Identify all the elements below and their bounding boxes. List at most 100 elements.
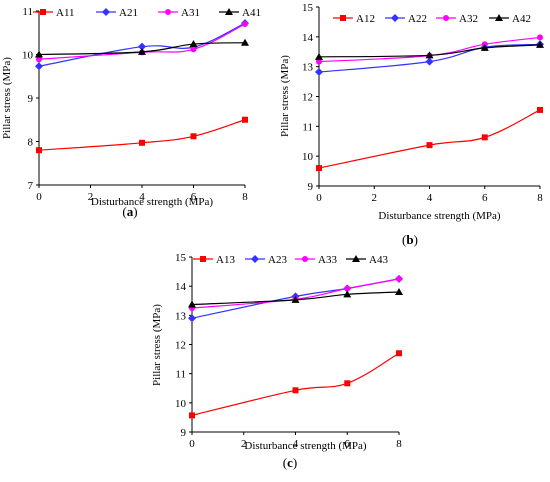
- series-line-A11: [38, 119, 246, 151]
- series-A42: [315, 40, 544, 60]
- x-tick-label: 2: [372, 192, 378, 204]
- series-line-A13: [191, 352, 400, 416]
- data-point-A41: [241, 38, 249, 46]
- data-point-A31: [242, 21, 248, 28]
- legend-entry-A21: A21: [96, 7, 138, 19]
- panel-label: (c): [283, 455, 297, 470]
- legend-entry-A31: A31: [158, 7, 200, 19]
- legend-label: A12: [356, 13, 375, 25]
- data-point-A42: [425, 51, 434, 59]
- y-tick-label: 15: [175, 252, 187, 264]
- series-A21: [35, 19, 249, 71]
- y-tick-label: 11: [175, 369, 186, 381]
- series-A31: [36, 21, 248, 63]
- y-axis-title: Pillar stress (MPa): [279, 55, 291, 137]
- data-point-A42: [315, 52, 323, 60]
- data-point-A41: [189, 40, 198, 48]
- data-point-A12: [316, 165, 322, 172]
- series-line-A42: [318, 44, 541, 58]
- data-point-A23: [188, 314, 196, 323]
- series-line-A32: [318, 36, 541, 63]
- data-point-A32: [537, 34, 543, 41]
- data-point-A41: [35, 50, 43, 58]
- series-line-A21: [38, 22, 246, 67]
- y-tick-label: 9: [181, 427, 187, 439]
- y-tick-label: 12: [175, 340, 186, 352]
- legend-entry-A41: A41: [219, 7, 261, 19]
- legend-label: A42: [512, 13, 531, 25]
- legend-marker: [102, 8, 110, 16]
- legend-marker: [443, 15, 449, 21]
- legend-label: A31: [181, 7, 200, 19]
- data-point-A13: [344, 380, 351, 387]
- x-tick-label: 4: [427, 192, 433, 204]
- legend-marker: [302, 256, 308, 262]
- y-tick-label: 12: [302, 92, 313, 104]
- y-tick-label: 9: [308, 181, 314, 193]
- data-point-A11: [36, 147, 42, 154]
- legend-marker: [340, 15, 346, 21]
- y-tick-label: 15: [302, 2, 314, 14]
- x-tick-label: 0: [189, 438, 195, 450]
- y-tick-label: 11: [302, 121, 313, 133]
- y-tick-label: 14: [175, 281, 187, 293]
- data-point-A21: [138, 42, 146, 51]
- series-line-A12: [318, 109, 541, 169]
- series-A11: [36, 116, 248, 154]
- data-point-A13: [292, 387, 299, 394]
- legend-label: A21: [119, 7, 138, 19]
- x-axis-title: Disturbance strength (MPa): [91, 196, 214, 208]
- legend-label: A43: [369, 254, 388, 266]
- y-tick-label: 13: [302, 62, 314, 74]
- x-axis-title: Disturbance strength (MPa): [378, 210, 501, 222]
- chart-panel-c: 9 10 11 12 13 14 15 0 2 4 6 8 Disturbance strength (…: [151, 252, 403, 470]
- y-tick-label: 14: [302, 32, 314, 44]
- series-A43: [188, 288, 403, 308]
- legend-label: A13: [216, 254, 235, 266]
- chart-panel-b: 9 10 11 12 13 14 15 0 2 4 6 8 Disturbance strength (…: [279, 2, 544, 247]
- legend-entry-A42: A42: [489, 13, 531, 25]
- series-line-A22: [318, 43, 541, 73]
- data-point-A43: [343, 290, 352, 298]
- y-tick-label: 11: [22, 6, 33, 18]
- y-axis-title: Pillar stress (MPa): [1, 57, 13, 139]
- y-axis-title: Pillar stress (MPa): [151, 304, 163, 386]
- series-line-A43: [191, 291, 400, 306]
- legend-entry-A13: A13: [193, 254, 235, 266]
- data-point-A43: [188, 300, 196, 308]
- legend-marker: [391, 14, 399, 22]
- legend-entry-A43: A43: [346, 254, 388, 266]
- legend-label: A33: [318, 254, 337, 266]
- x-tick-label: 2: [241, 438, 247, 450]
- series-A41: [35, 38, 249, 58]
- legend-entry-A33: A33: [295, 254, 337, 266]
- data-point-A31: [190, 46, 197, 53]
- data-point-A33: [396, 275, 402, 282]
- series-line-A33: [191, 278, 400, 309]
- x-tick-label: 6: [482, 192, 488, 204]
- legend-entry-A22: A22: [385, 13, 427, 25]
- x-tick-label: 8: [242, 191, 248, 203]
- data-point-A33: [344, 285, 351, 292]
- x-tick-label: 6: [191, 191, 197, 203]
- legend-marker: [40, 9, 46, 15]
- legend-marker: [225, 8, 233, 15]
- y-tick-label: 8: [28, 137, 34, 149]
- data-point-A32: [316, 58, 322, 65]
- data-point-A11: [139, 139, 145, 146]
- x-tick-label: 8: [537, 192, 543, 204]
- data-point-A11: [242, 116, 248, 123]
- legend-label: A11: [56, 7, 75, 19]
- legend-marker: [165, 9, 171, 15]
- series-line-A41: [38, 42, 246, 56]
- legend-entry-A23: A23: [245, 254, 287, 266]
- x-tick-label: 6: [345, 438, 351, 450]
- x-tick-label: 4: [139, 191, 145, 203]
- y-tick-label: 10: [302, 151, 314, 163]
- series-line-A31: [38, 23, 246, 60]
- x-tick-label: 2: [88, 191, 94, 203]
- data-point-A22: [315, 68, 323, 77]
- data-point-A12: [481, 134, 488, 141]
- legend-entry-A12: A12: [333, 13, 375, 25]
